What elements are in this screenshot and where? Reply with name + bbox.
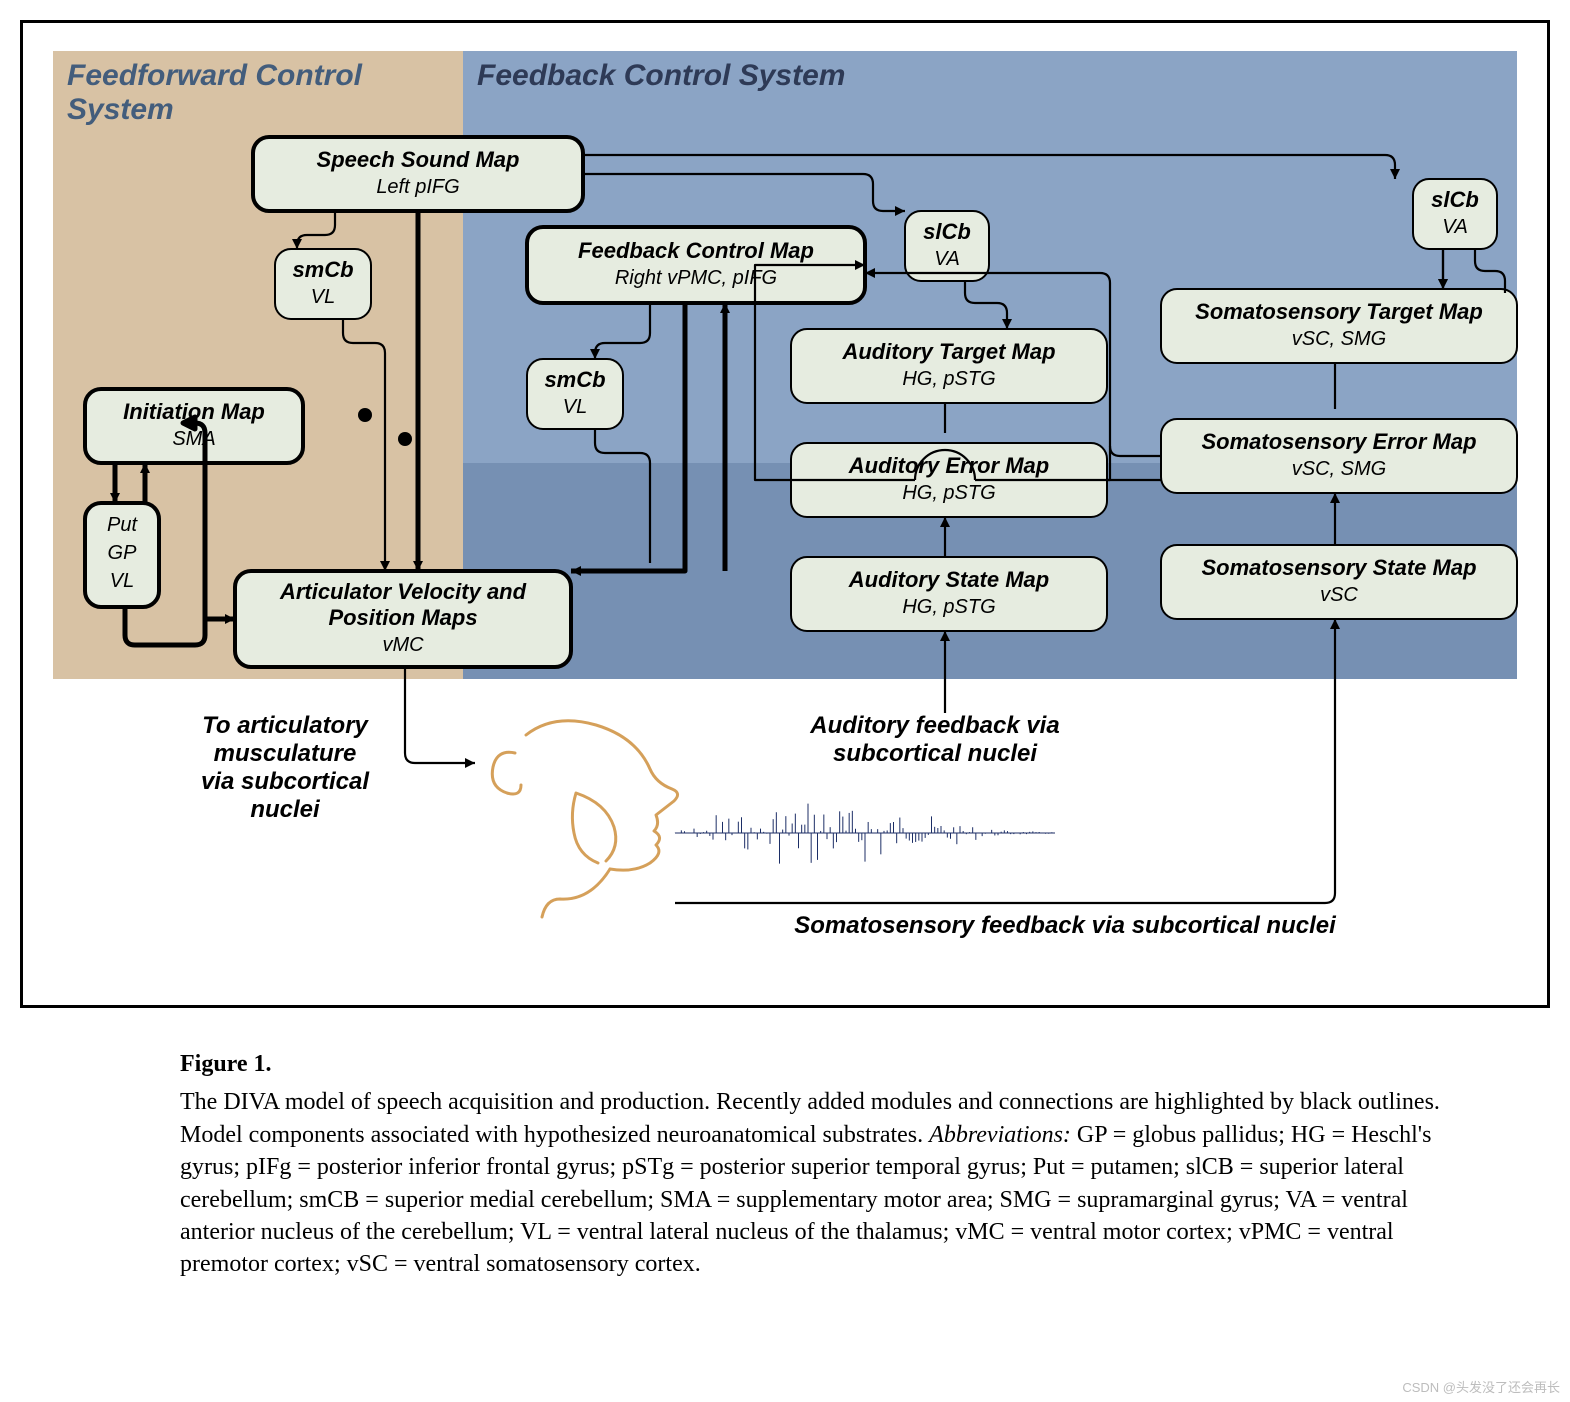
- svg-text:SMA: SMA: [172, 428, 215, 450]
- svg-text:Auditory feedback via: Auditory feedback via: [809, 712, 1059, 739]
- figure-caption: Figure 1. The DIVA model of speech acqui…: [180, 1048, 1450, 1281]
- svg-text:VL: VL: [563, 396, 587, 418]
- svg-text:System: System: [67, 93, 174, 126]
- svg-text:Somatosensory State Map: Somatosensory State Map: [1201, 555, 1476, 580]
- svg-text:Somatosensory feedback via sub: Somatosensory feedback via subcortical n…: [794, 912, 1337, 939]
- svg-text:Position Maps: Position Maps: [328, 605, 477, 630]
- svg-text:vSC, SMG: vSC, SMG: [1292, 328, 1386, 350]
- svg-text:VL: VL: [110, 570, 134, 592]
- svg-text:Auditory State Map: Auditory State Map: [848, 567, 1049, 592]
- waveform-icon: [675, 804, 1055, 864]
- svg-text:HG, pSTG: HG, pSTG: [902, 368, 995, 390]
- svg-text:Speech Sound Map: Speech Sound Map: [317, 147, 520, 172]
- svg-text:Right vPMC, pIFG: Right vPMC, pIFG: [615, 267, 777, 289]
- svg-text:VA: VA: [934, 248, 960, 270]
- svg-text:smCb: smCb: [292, 257, 353, 282]
- svg-text:VL: VL: [311, 286, 335, 308]
- svg-text:Auditory Target Map: Auditory Target Map: [841, 339, 1055, 364]
- svg-text:Put: Put: [107, 514, 138, 536]
- svg-text:subcortical nuclei: subcortical nuclei: [833, 740, 1038, 767]
- svg-text:nuclei: nuclei: [250, 796, 321, 823]
- svg-text:HG, pSTG: HG, pSTG: [902, 482, 995, 504]
- svg-text:slCb: slCb: [1431, 187, 1479, 212]
- svg-text:GP: GP: [108, 542, 138, 564]
- svg-text:vMC: vMC: [382, 634, 424, 656]
- watermark: CSDN @头发没了还会再长: [1402, 1377, 1560, 1396]
- svg-text:smCb: smCb: [544, 367, 605, 392]
- svg-text:Feedback Control Map: Feedback Control Map: [578, 238, 814, 263]
- figure-label: Figure 1.: [180, 1048, 1450, 1080]
- svg-text:Auditory Error Map: Auditory Error Map: [848, 453, 1049, 478]
- head-icon: [492, 721, 677, 917]
- diagram-frame: Feedforward ControlSystem Feedback Contro…: [20, 20, 1550, 1008]
- svg-text:HG, pSTG: HG, pSTG: [902, 596, 995, 618]
- svg-text:Somatosensory Target Map: Somatosensory Target Map: [1195, 299, 1483, 324]
- svg-text:slCb: slCb: [923, 219, 971, 244]
- svg-text:vSC, SMG: vSC, SMG: [1292, 458, 1386, 480]
- svg-text:musculature: musculature: [214, 740, 357, 767]
- svg-text:vSC: vSC: [1320, 584, 1358, 606]
- svg-text:Left pIFG: Left pIFG: [376, 176, 459, 198]
- svg-text:To articulatory: To articulatory: [202, 712, 369, 739]
- svg-text:Feedback Control System: Feedback Control System: [477, 59, 845, 92]
- svg-text:Somatosensory Error Map: Somatosensory Error Map: [1201, 429, 1476, 454]
- svg-text:via subcortical: via subcortical: [201, 768, 370, 795]
- svg-text:Articulator Velocity and: Articulator Velocity and: [279, 579, 527, 604]
- caption-text: The DIVA model of speech acquisition and…: [180, 1089, 1440, 1277]
- diva-diagram: Feedforward ControlSystem Feedback Contro…: [35, 33, 1535, 993]
- svg-text:VA: VA: [1442, 216, 1468, 238]
- svg-text:Feedforward Control: Feedforward Control: [67, 59, 363, 92]
